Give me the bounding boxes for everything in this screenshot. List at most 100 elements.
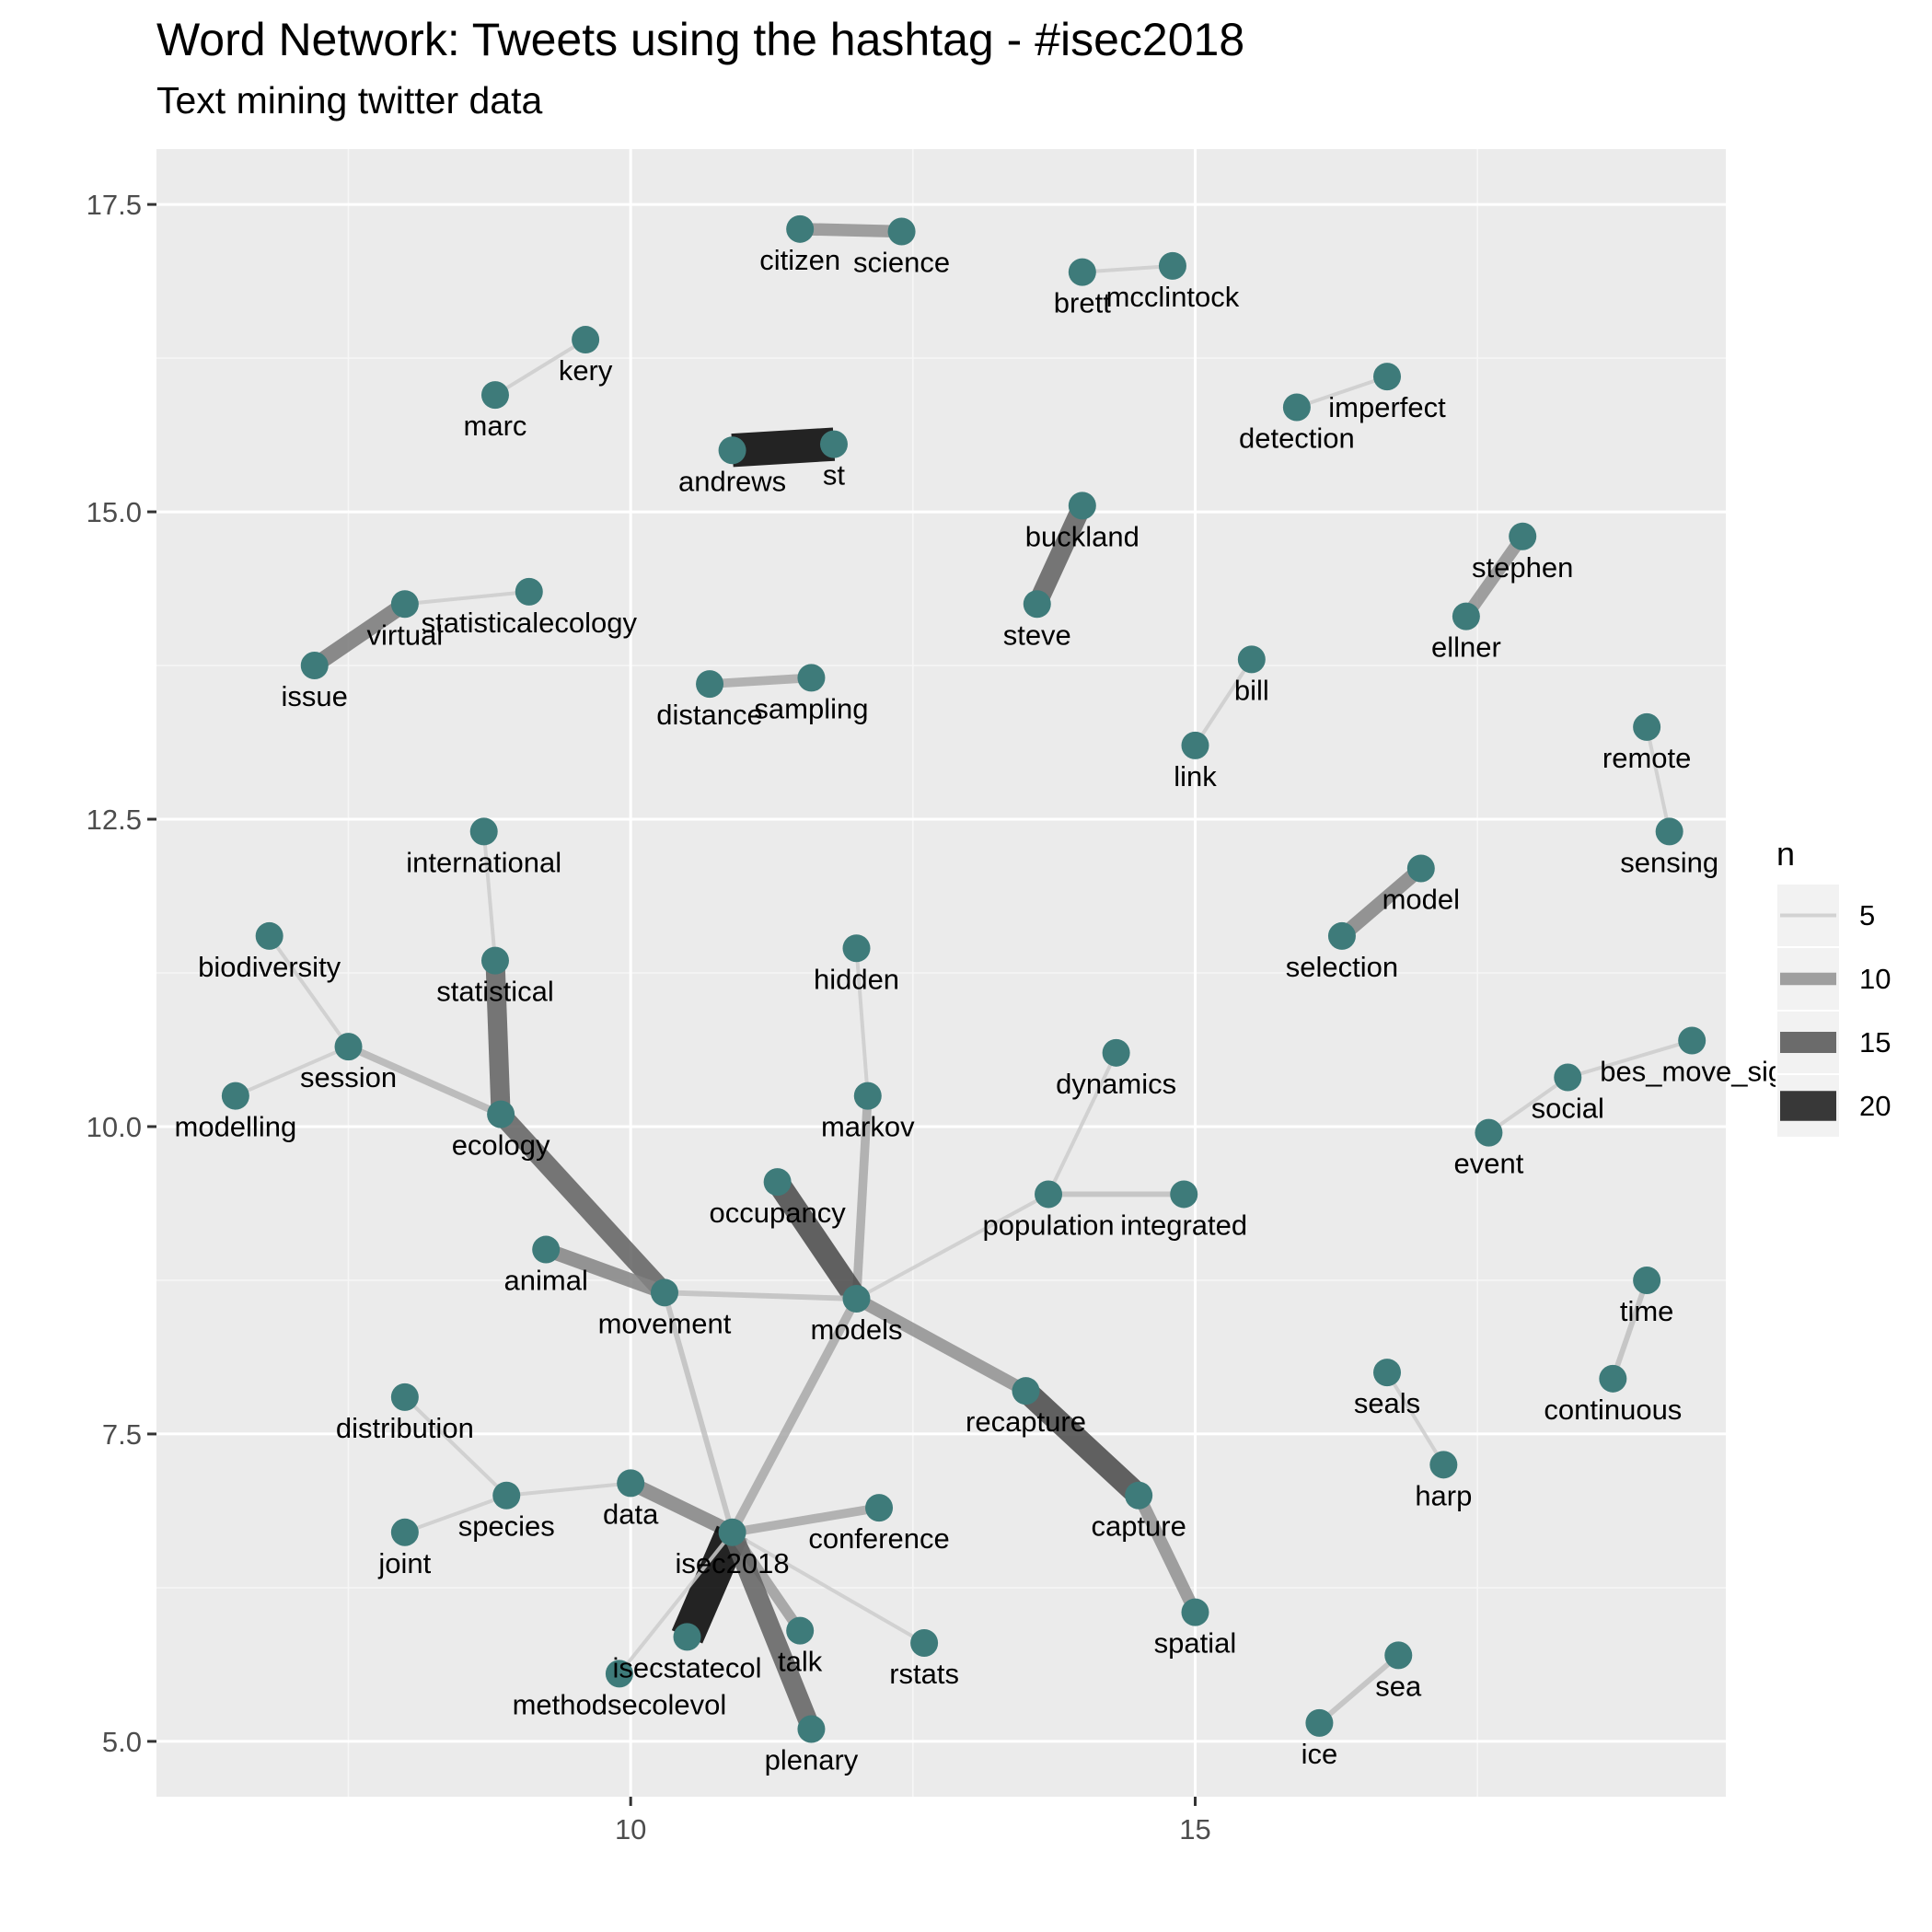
edge-joint-species — [404, 1493, 507, 1534]
node-label-continuous: continuous — [1544, 1394, 1682, 1426]
node-label-plenary: plenary — [765, 1744, 859, 1776]
node-statistical — [480, 946, 509, 975]
y-tick-label: 5.0 — [102, 1726, 142, 1758]
node-buckland — [1068, 492, 1096, 520]
node-plenary — [797, 1715, 826, 1743]
node-harp — [1429, 1451, 1458, 1479]
edge-ellner-stephen — [1461, 532, 1528, 620]
node-layer — [221, 214, 1706, 1743]
node-label-species: species — [458, 1510, 555, 1543]
legend-title: n — [1776, 835, 1795, 873]
edge-biodiversity-session — [268, 934, 351, 1048]
node-label-selection: selection — [1286, 951, 1398, 983]
node-label-animal: animal — [504, 1265, 588, 1297]
edge-international-statistical — [481, 831, 497, 961]
node-talk — [786, 1616, 815, 1645]
edge-capture-spatial — [1133, 1492, 1201, 1615]
node-joint — [390, 1518, 419, 1546]
node-mcclintock — [1158, 251, 1186, 280]
edge-isec2018-conference — [731, 1503, 880, 1537]
edge-layer — [235, 223, 1693, 1733]
node-steve — [1023, 590, 1051, 619]
edge-citizen-science — [800, 223, 902, 238]
node-label-stephen: stephen — [1472, 551, 1573, 584]
node-recapture — [1012, 1377, 1040, 1406]
chart-subtitle: Text mining twitter data — [156, 79, 543, 121]
y-tick-label: 15.0 — [87, 496, 142, 528]
node-label-conference: conference — [808, 1522, 949, 1555]
node-label-capture: capture — [1091, 1510, 1186, 1543]
node-st — [819, 430, 848, 458]
node-label-talk: talk — [778, 1646, 823, 1678]
node-label-ellner: ellner — [1431, 631, 1501, 664]
edge-issue-virtual — [309, 597, 410, 673]
node-label-international: international — [406, 846, 561, 878]
node-population — [1035, 1180, 1063, 1209]
node-label-dynamics: dynamics — [1056, 1068, 1176, 1100]
node-label-social: social — [1532, 1093, 1604, 1125]
node-detection — [1282, 393, 1311, 422]
node-occupancy — [763, 1168, 792, 1197]
node-label-harp: harp — [1415, 1479, 1472, 1511]
node-label-statistical: statistical — [436, 976, 553, 1008]
edge-isec2018-rstats — [731, 1531, 926, 1645]
edge-steve-buckland — [1028, 501, 1092, 608]
node-link — [1181, 731, 1209, 759]
node-kery — [572, 326, 600, 354]
node-label-brett: brett — [1054, 287, 1111, 319]
node-label-recapture: recapture — [966, 1406, 1086, 1438]
node-methodsecolevol — [605, 1660, 633, 1688]
node-label-remote: remote — [1602, 742, 1691, 774]
node-rstats — [910, 1629, 939, 1658]
node-event — [1475, 1118, 1503, 1147]
node-continuous — [1599, 1364, 1627, 1393]
node-label-isec2018: isec2018 — [676, 1547, 790, 1579]
node-label-science: science — [853, 247, 950, 279]
node-label-movement: movement — [598, 1307, 732, 1339]
edge-animal-movement — [543, 1243, 667, 1300]
edge-species-data — [506, 1481, 631, 1498]
edge-event-social — [1487, 1075, 1569, 1135]
edge-seals-harp — [1385, 1371, 1446, 1466]
node-dynamics — [1102, 1038, 1130, 1067]
edge-models-recapture — [853, 1293, 1029, 1397]
node-data — [617, 1469, 645, 1498]
node-species — [492, 1481, 521, 1510]
node-label-mcclintock: mcclintock — [1106, 281, 1240, 313]
node-label-steve: steve — [1003, 619, 1071, 651]
node-label-spatial: spatial — [1154, 1627, 1237, 1660]
y-tick-label: 12.5 — [87, 804, 142, 836]
node-sea — [1384, 1641, 1413, 1670]
node-hidden — [842, 934, 871, 963]
y-tick-label: 7.5 — [102, 1418, 142, 1451]
edge-data-isec2018 — [627, 1476, 735, 1539]
node-label-distance: distance — [656, 699, 762, 731]
node-label-model: model — [1382, 883, 1460, 915]
y-tick-label: 10.0 — [87, 1111, 142, 1143]
edge-distribution-species — [403, 1395, 508, 1498]
node-capture — [1125, 1481, 1153, 1510]
node-label-distribution: distribution — [336, 1412, 474, 1444]
node-modelling — [221, 1082, 249, 1110]
edge-selection-model — [1336, 862, 1426, 942]
node-isec2018 — [718, 1518, 746, 1546]
node-isecstatecol — [673, 1623, 701, 1651]
node-ice — [1305, 1708, 1334, 1737]
node-label-joint: joint — [377, 1547, 431, 1579]
node-model — [1406, 854, 1435, 883]
node-selection — [1327, 921, 1356, 950]
node-international — [469, 817, 498, 846]
node-label-rstats: rstats — [889, 1658, 959, 1690]
node-label-session: session — [300, 1061, 397, 1093]
node-sampling — [797, 664, 826, 692]
edge-dynamics-population — [1047, 1051, 1118, 1196]
node-label-statisticalecology: statisticalecology — [422, 607, 638, 639]
node-label-ecology: ecology — [452, 1129, 550, 1162]
node-stephen — [1509, 522, 1537, 550]
node-andrews — [718, 436, 746, 465]
legend-label: 5 — [1859, 899, 1875, 931]
legend: n 5 10 15 20 — [1776, 835, 1891, 1139]
edge-isec2018-models — [728, 1296, 861, 1535]
node-imperfect — [1373, 363, 1402, 391]
